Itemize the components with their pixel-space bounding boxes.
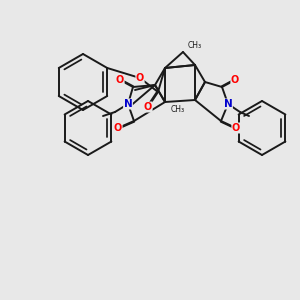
Text: CH₃: CH₃ (171, 106, 185, 115)
Text: O: O (114, 123, 122, 133)
Text: CH₃: CH₃ (188, 40, 202, 50)
Text: N: N (224, 99, 232, 109)
Text: N: N (124, 99, 132, 109)
Text: O: O (136, 73, 144, 83)
Text: O: O (231, 75, 239, 85)
Text: O: O (144, 102, 152, 112)
Text: O: O (116, 75, 124, 85)
Text: O: O (232, 123, 240, 133)
